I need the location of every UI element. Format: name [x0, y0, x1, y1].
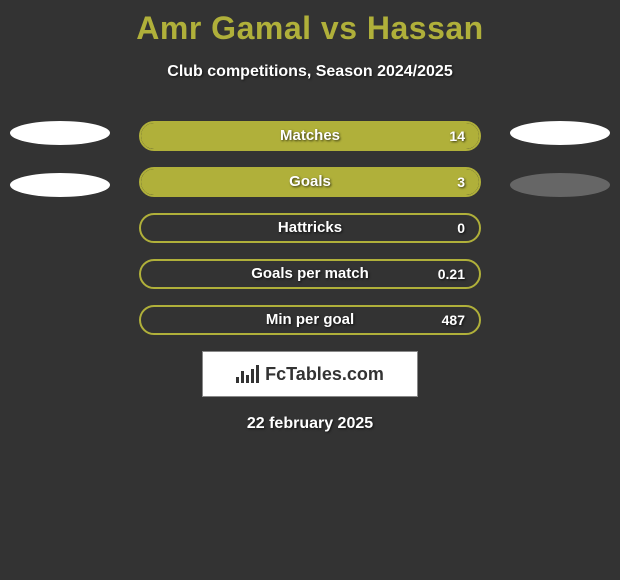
content-area: Matches 14 Goals 3 Hattricks 0 Goals per…	[0, 121, 620, 433]
stat-label: Matches	[141, 123, 479, 149]
stat-value: 0.21	[438, 261, 465, 287]
stat-row: Goals per match 0.21	[139, 259, 481, 289]
right-player-marks	[500, 121, 620, 197]
stat-value: 487	[442, 307, 465, 333]
date-text: 22 february 2025	[0, 415, 620, 433]
stat-row: Min per goal 487	[139, 305, 481, 335]
stat-value: 0	[457, 215, 465, 241]
brand-text: FcTables.com	[265, 364, 384, 385]
stats-rows: Matches 14 Goals 3 Hattricks 0 Goals per…	[139, 121, 481, 335]
ellipse-icon	[510, 173, 610, 197]
stat-row: Hattricks 0	[139, 213, 481, 243]
stat-row: Goals 3	[139, 167, 481, 197]
stat-label: Goals per match	[141, 261, 479, 287]
bar-chart-icon	[236, 365, 259, 383]
subtitle: Club competitions, Season 2024/2025	[0, 63, 620, 81]
page-title: Amr Gamal vs Hassan	[0, 0, 620, 47]
ellipse-icon	[10, 173, 110, 197]
stat-label: Goals	[141, 169, 479, 195]
ellipse-icon	[510, 121, 610, 145]
stat-label: Min per goal	[141, 307, 479, 333]
stat-value: 14	[449, 123, 465, 149]
brand-watermark: FcTables.com	[202, 351, 418, 397]
stat-value: 3	[457, 169, 465, 195]
stat-row: Matches 14	[139, 121, 481, 151]
ellipse-icon	[10, 121, 110, 145]
stat-label: Hattricks	[141, 215, 479, 241]
left-player-marks	[0, 121, 120, 197]
brand-inner: FcTables.com	[236, 364, 384, 385]
